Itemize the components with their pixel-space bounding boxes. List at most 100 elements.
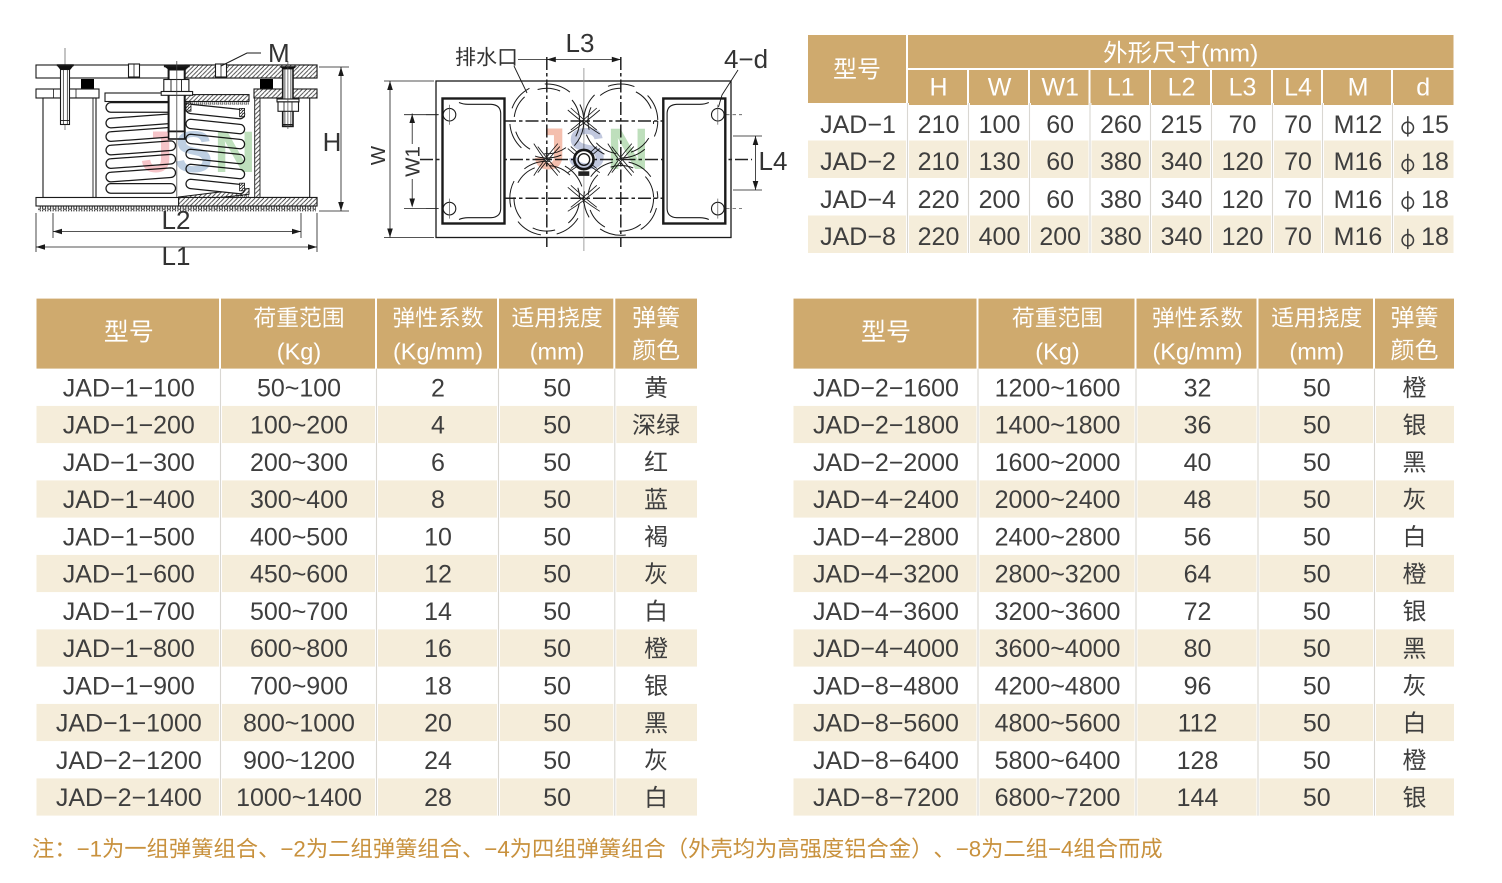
svg-text:700~900: 700~900 bbox=[250, 672, 348, 700]
svg-text:JAD−2−1200: JAD−2−1200 bbox=[56, 747, 202, 775]
svg-text:4200~4800: 4200~4800 bbox=[995, 672, 1121, 700]
svg-text:(mm): (mm) bbox=[1289, 338, 1344, 364]
svg-text:18: 18 bbox=[1421, 148, 1449, 176]
svg-text:36: 36 bbox=[1184, 412, 1212, 440]
svg-text:100~200: 100~200 bbox=[250, 412, 348, 440]
svg-text:(mm): (mm) bbox=[1201, 40, 1258, 67]
svg-text:210: 210 bbox=[918, 111, 960, 139]
svg-text:800~1000: 800~1000 bbox=[243, 710, 355, 738]
svg-text:210: 210 bbox=[918, 148, 960, 176]
svg-text:50: 50 bbox=[1303, 523, 1331, 551]
svg-text:8: 8 bbox=[431, 486, 445, 514]
svg-text:3200~3600: 3200~3600 bbox=[995, 598, 1121, 626]
svg-text:60: 60 bbox=[1046, 186, 1074, 214]
svg-text:H: H bbox=[929, 74, 947, 102]
svg-text:2000~2400: 2000~2400 bbox=[995, 486, 1121, 514]
svg-text:400: 400 bbox=[979, 223, 1021, 251]
svg-text:−2: −2 bbox=[280, 837, 305, 862]
svg-text:72: 72 bbox=[1184, 598, 1212, 626]
svg-text:500~700: 500~700 bbox=[250, 598, 348, 626]
svg-text:4−d: 4−d bbox=[724, 44, 768, 74]
svg-text:JAD−1−800: JAD−1−800 bbox=[63, 635, 195, 663]
svg-text:JAD−4−3200: JAD−4−3200 bbox=[813, 561, 959, 589]
svg-text:JAD−1−400: JAD−1−400 bbox=[63, 486, 195, 514]
svg-text:JAD−1−1000: JAD−1−1000 bbox=[56, 710, 202, 738]
svg-text:340: 340 bbox=[1161, 186, 1203, 214]
svg-text:70: 70 bbox=[1284, 148, 1312, 176]
svg-text:5800~6400: 5800~6400 bbox=[995, 747, 1121, 775]
svg-text:(Kg/mm): (Kg/mm) bbox=[1152, 338, 1242, 364]
svg-text:50: 50 bbox=[1303, 710, 1331, 738]
svg-text:W: W bbox=[988, 74, 1012, 102]
svg-text:900~1200: 900~1200 bbox=[243, 747, 355, 775]
svg-text:L2: L2 bbox=[1168, 74, 1196, 102]
svg-text:20: 20 bbox=[424, 710, 452, 738]
svg-text:120: 120 bbox=[1222, 148, 1264, 176]
svg-text:120: 120 bbox=[1222, 186, 1264, 214]
svg-text:H: H bbox=[323, 127, 342, 157]
svg-text:−1: −1 bbox=[77, 837, 102, 862]
svg-text:130: 130 bbox=[979, 148, 1021, 176]
svg-text:(mm): (mm) bbox=[530, 338, 585, 364]
svg-text:JAD−4−4000: JAD−4−4000 bbox=[813, 635, 959, 663]
svg-text:L4: L4 bbox=[759, 146, 788, 176]
svg-text:6800~7200: 6800~7200 bbox=[995, 784, 1121, 812]
svg-text:JAD−8−7200: JAD−8−7200 bbox=[813, 784, 959, 812]
svg-text:2: 2 bbox=[431, 374, 445, 402]
svg-text:64: 64 bbox=[1184, 561, 1212, 589]
svg-text:50: 50 bbox=[1303, 672, 1331, 700]
svg-text:380: 380 bbox=[1100, 223, 1142, 251]
svg-text:1000~1400: 1000~1400 bbox=[236, 784, 362, 812]
svg-text:3600~4000: 3600~4000 bbox=[995, 635, 1121, 663]
svg-text:10: 10 bbox=[424, 523, 452, 551]
svg-text:50: 50 bbox=[1303, 784, 1331, 812]
svg-text:M16: M16 bbox=[1334, 148, 1383, 176]
svg-text:120: 120 bbox=[1222, 223, 1264, 251]
svg-text:JAD−4−2800: JAD−4−2800 bbox=[813, 523, 959, 551]
svg-text:28: 28 bbox=[424, 784, 452, 812]
svg-text:JAD−1−700: JAD−1−700 bbox=[63, 598, 195, 626]
svg-text:50: 50 bbox=[543, 784, 571, 812]
svg-text:300~400: 300~400 bbox=[250, 486, 348, 514]
svg-text:JAD−1−900: JAD−1−900 bbox=[63, 672, 195, 700]
svg-text:4: 4 bbox=[431, 412, 445, 440]
svg-text:JAD−1−300: JAD−1−300 bbox=[63, 449, 195, 477]
svg-text:JAD−2−1600: JAD−2−1600 bbox=[813, 374, 959, 402]
svg-text:50: 50 bbox=[543, 374, 571, 402]
svg-text:14: 14 bbox=[424, 598, 452, 626]
svg-text:JAD−1: JAD−1 bbox=[820, 111, 896, 139]
svg-text:2400~2800: 2400~2800 bbox=[995, 523, 1121, 551]
svg-text:50: 50 bbox=[543, 635, 571, 663]
svg-text:M: M bbox=[268, 38, 290, 68]
svg-text:JAD−8: JAD−8 bbox=[820, 223, 896, 251]
svg-text:(Kg): (Kg) bbox=[277, 338, 321, 364]
svg-text:JSN: JSN bbox=[141, 120, 257, 185]
svg-text:L3: L3 bbox=[566, 28, 595, 58]
svg-text:70: 70 bbox=[1229, 111, 1257, 139]
svg-text:50: 50 bbox=[543, 561, 571, 589]
svg-text:JAD−4−2400: JAD−4−2400 bbox=[813, 486, 959, 514]
svg-text:50: 50 bbox=[1303, 598, 1331, 626]
svg-text:220: 220 bbox=[918, 186, 960, 214]
svg-text:50: 50 bbox=[1303, 449, 1331, 477]
svg-text:JAD−4−3600: JAD−4−3600 bbox=[813, 598, 959, 626]
svg-text:W1: W1 bbox=[1041, 74, 1079, 102]
svg-text:−4: −4 bbox=[1048, 837, 1073, 862]
svg-text:L3: L3 bbox=[1229, 74, 1257, 102]
svg-text:L4: L4 bbox=[1284, 74, 1312, 102]
svg-text:50: 50 bbox=[1303, 635, 1331, 663]
svg-text:128: 128 bbox=[1177, 747, 1219, 775]
svg-text:JAD−1−100: JAD−1−100 bbox=[63, 374, 195, 402]
svg-text:400~500: 400~500 bbox=[250, 523, 348, 551]
svg-text:JAD−1−500: JAD−1−500 bbox=[63, 523, 195, 551]
svg-text:−4: −4 bbox=[484, 837, 509, 862]
svg-text:48: 48 bbox=[1184, 486, 1212, 514]
svg-text:W: W bbox=[367, 145, 390, 165]
svg-text:100: 100 bbox=[979, 111, 1021, 139]
svg-text:W1: W1 bbox=[402, 146, 425, 177]
svg-text:50: 50 bbox=[1303, 412, 1331, 440]
svg-text:80: 80 bbox=[1184, 635, 1212, 663]
svg-text:4800~5600: 4800~5600 bbox=[995, 710, 1121, 738]
svg-text:JAD−2: JAD−2 bbox=[820, 148, 896, 176]
svg-text:JAD−8−6400: JAD−8−6400 bbox=[813, 747, 959, 775]
